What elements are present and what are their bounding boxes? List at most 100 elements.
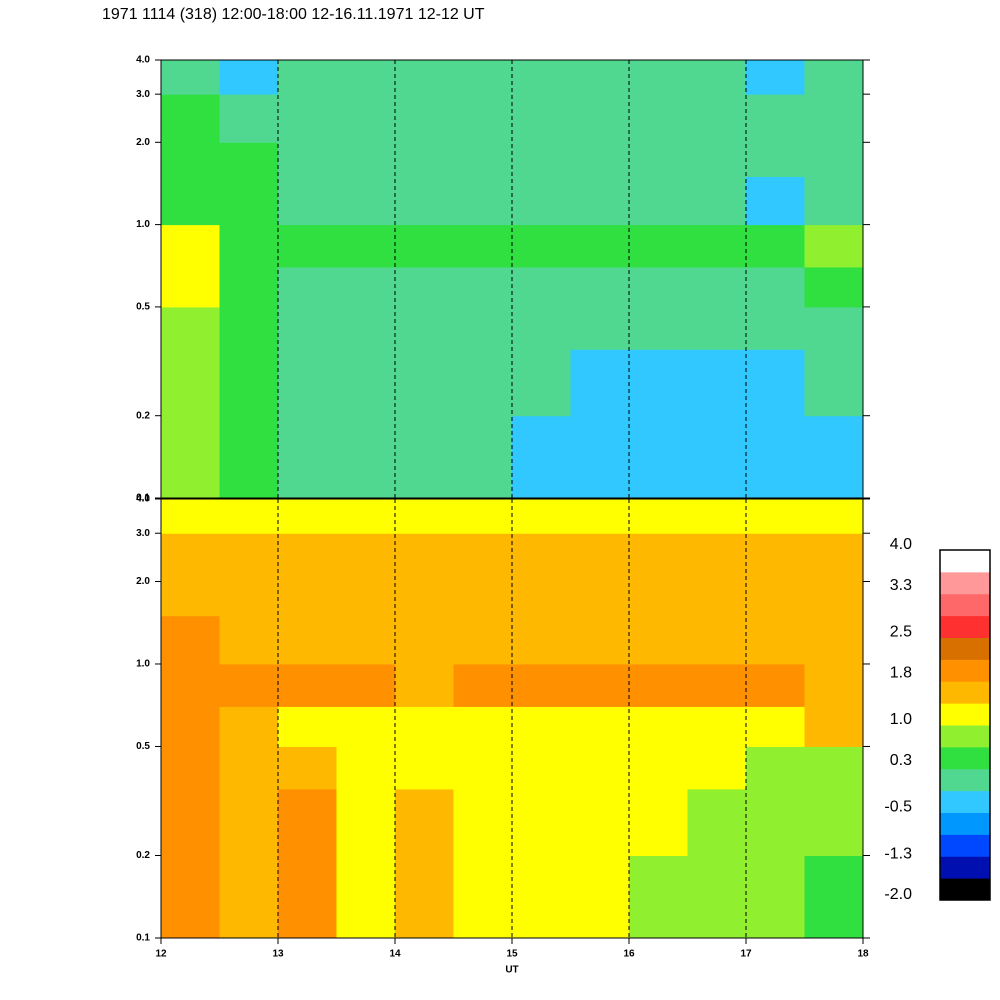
- heatmap-cell: [629, 615, 688, 665]
- heatmap-cell: [570, 415, 630, 499]
- heatmap-cell: [804, 581, 864, 617]
- heatmap-cell: [746, 615, 805, 665]
- x-tick-label: 17: [740, 949, 752, 960]
- x-tick-label: 16: [623, 949, 635, 960]
- heatmap-cell: [629, 266, 688, 308]
- heatmap-cell: [278, 615, 337, 665]
- heatmap-cell: [629, 746, 688, 790]
- heatmap-cell: [687, 746, 747, 790]
- colorbar-tick-label: 4.0: [890, 536, 912, 553]
- heatmap-cell: [161, 581, 220, 617]
- heatmap-cell: [219, 706, 279, 747]
- heatmap-cell: [395, 142, 454, 177]
- heatmap-cell: [395, 706, 454, 747]
- x-axis-label: UT: [505, 965, 518, 976]
- heatmap-cell: [629, 142, 688, 177]
- colorbar-swatch: [940, 550, 990, 573]
- chart-title: 1971 1114 (318) 12:00-18:00 12-16.11.197…: [102, 6, 485, 23]
- heatmap-cell: [570, 349, 630, 417]
- heatmap-cell: [161, 706, 220, 747]
- heatmap-cell: [687, 615, 747, 665]
- heatmap-cell: [570, 615, 630, 665]
- heatmap-cell: [219, 349, 279, 417]
- heatmap-cell: [512, 415, 571, 499]
- heatmap-cell: [570, 663, 630, 707]
- heatmap-cell: [278, 746, 337, 790]
- panel-frame: [160, 59, 864, 499]
- heatmap-cell: [629, 663, 688, 707]
- heatmap-cell: [629, 94, 688, 143]
- heatmap-cell: [219, 855, 279, 939]
- colorbar-swatch: [940, 659, 990, 682]
- heatmap-cell: [804, 663, 864, 707]
- heatmap-cell: [512, 142, 571, 177]
- heatmap-cell: [804, 615, 864, 665]
- colorbar-swatch: [940, 768, 990, 792]
- colorbar-swatch: [940, 812, 990, 835]
- heatmap-cell: [219, 663, 279, 707]
- heatmap-cell: [512, 266, 571, 308]
- heatmap-cell: [512, 94, 571, 143]
- heatmap-cell: [629, 581, 688, 617]
- y-tick-label: 0.5: [136, 302, 150, 313]
- heatmap-cell: [278, 663, 337, 707]
- heatmap-cell: [629, 533, 688, 582]
- heatmap-cell: [278, 788, 337, 857]
- x-tick-label: 12: [155, 949, 167, 960]
- y-tick-label: 2.0: [136, 576, 150, 587]
- y-tick-label: 0.1: [136, 933, 150, 944]
- heatmap-cell: [804, 94, 864, 143]
- heatmap-cell: [746, 855, 805, 939]
- y-tick-label: 3.0: [136, 528, 150, 539]
- heatmap-cell: [804, 855, 864, 939]
- heatmap-cell: [804, 533, 864, 582]
- heatmap-cell: [746, 533, 805, 582]
- heatmap-cell: [687, 788, 747, 857]
- heatmap-cell: [453, 266, 513, 308]
- heatmap-cell: [161, 663, 220, 707]
- colorbar-tick-label: 3.3: [890, 577, 912, 594]
- colorbar-swatch: [940, 637, 990, 660]
- heatmap-cell: [629, 788, 688, 857]
- heatmap-cell: [687, 415, 747, 499]
- heatmap-cell: [629, 415, 688, 499]
- heatmap-cell: [336, 788, 396, 857]
- colorbar-swatch: [940, 878, 990, 901]
- heatmap-cell: [687, 499, 747, 534]
- heatmap-cell: [219, 142, 279, 177]
- y-tick-label: 0.5: [136, 741, 150, 752]
- heatmap-cell: [278, 306, 337, 350]
- heatmap-cell: [395, 663, 454, 707]
- heatmap-cell: [629, 60, 688, 95]
- y-tick-label: 0.1: [136, 493, 150, 504]
- heatmap-cell: [219, 615, 279, 665]
- heatmap-cell: [746, 581, 805, 617]
- heatmap-cell: [336, 306, 396, 350]
- heatmap-cell: [512, 349, 571, 417]
- colorbar-swatch: [940, 790, 990, 813]
- heatmap-cell: [804, 60, 864, 95]
- colorbar-frame: [939, 549, 991, 901]
- heatmap-cell: [336, 663, 396, 707]
- heatmap-cell: [570, 706, 630, 747]
- heatmap-cell: [395, 94, 454, 143]
- heatmap-cell: [746, 142, 805, 177]
- colorbar-swatch: [940, 856, 990, 879]
- heatmap-cell: [161, 176, 220, 226]
- heatmap-cell: [453, 176, 513, 226]
- heatmap-cell: [278, 499, 337, 534]
- heatmap-cell: [278, 60, 337, 95]
- heatmap-cell: [395, 788, 454, 857]
- heatmap-cell: [278, 142, 337, 177]
- heatmap-cell: [512, 706, 571, 747]
- heatmap-cell: [453, 663, 513, 707]
- heatmap-cell: [161, 142, 220, 177]
- heatmap-cell: [161, 349, 220, 417]
- x-tick-label: 14: [389, 949, 401, 960]
- y-tick-label: 0.2: [136, 410, 150, 421]
- colorbar-tick-label: 2.5: [890, 624, 912, 641]
- heatmap-cell: [453, 349, 513, 417]
- heatmap-cell: [629, 855, 688, 939]
- heatmap-cell: [278, 415, 337, 499]
- heatmap-cell: [570, 499, 630, 534]
